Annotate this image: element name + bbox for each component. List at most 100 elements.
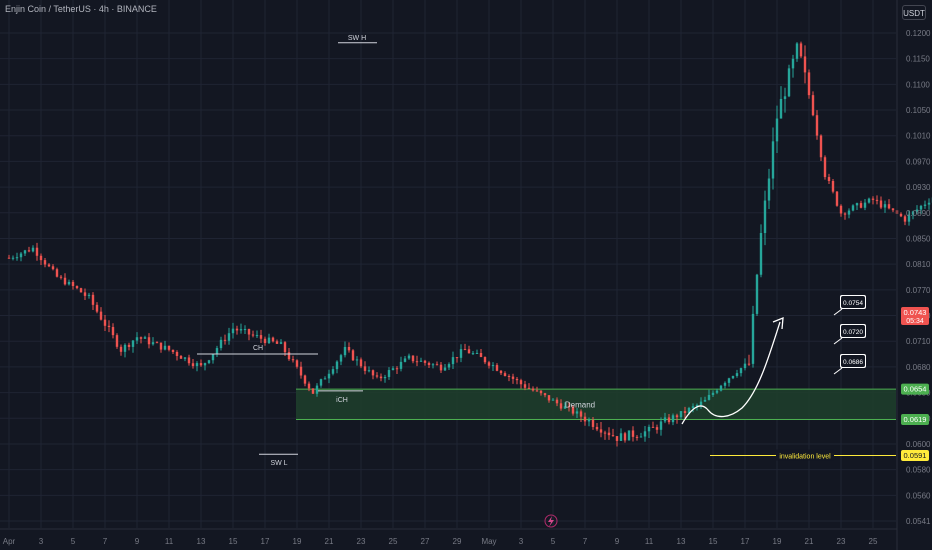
candle: [323, 378, 327, 380]
candle: [343, 346, 347, 356]
candle: [127, 344, 131, 347]
date-tick-label: 19: [293, 537, 302, 546]
candle: [371, 370, 375, 376]
candle: [383, 376, 387, 379]
target-box-inner: [841, 355, 865, 367]
candle: [587, 419, 591, 422]
price-tick-label: 0.0850: [906, 234, 931, 243]
candle: [879, 200, 883, 208]
candle: [927, 202, 931, 205]
target-pointer: [833, 337, 843, 345]
candle: [739, 368, 743, 374]
candle: [187, 357, 191, 364]
candle: [139, 337, 143, 339]
candle: [271, 337, 275, 342]
date-tick-label: 7: [583, 537, 588, 546]
candle: [135, 337, 139, 341]
ich-label: iCH: [336, 397, 348, 404]
candle: [463, 349, 467, 351]
candle: [811, 95, 815, 116]
candle: [847, 210, 851, 215]
candle: [651, 426, 655, 428]
candle: [523, 384, 527, 388]
candle: [491, 365, 495, 367]
currency-button[interactable]: USDT: [902, 5, 926, 20]
date-tick-label: 17: [261, 537, 270, 546]
candle: [899, 213, 903, 217]
candle: [671, 415, 675, 423]
candle: [759, 233, 763, 275]
candle: [479, 352, 483, 358]
candle: [663, 417, 667, 422]
price-axis-label: 0.0591: [901, 450, 929, 462]
candle: [35, 247, 39, 256]
price-tick-label: 0.1010: [906, 132, 931, 141]
candle: [51, 266, 55, 270]
candle: [503, 373, 507, 376]
candle: [267, 337, 271, 344]
target-callout: 0.0686: [833, 354, 866, 375]
candle: [243, 329, 247, 331]
candle: [627, 430, 631, 441]
time-axis[interactable]: Apr 3 5 7 9 11 13 15 17 19 21 23 25 27 29 May 3 5 7 9 11 13 15…: [0, 514, 897, 546]
lightning-icon-ring: [544, 514, 558, 528]
projection-arrowhead: [772, 317, 784, 330]
candle: [279, 342, 283, 344]
candle: [203, 363, 207, 366]
candle: [339, 355, 343, 362]
candle: [787, 68, 791, 97]
candle: [75, 286, 79, 289]
date-tick-label: 9: [615, 537, 620, 546]
candle: [591, 419, 595, 427]
candle: [683, 411, 687, 414]
candle: [871, 198, 875, 200]
price-axis[interactable]: 0.1200 0.1150 0.1100 0.1050 0.1010 0.0970 0.09…: [896, 0, 931, 550]
candle: [507, 375, 511, 377]
target-callout: 0.0720: [833, 324, 866, 345]
candle: [331, 369, 335, 374]
candle: [487, 362, 491, 366]
candle: [395, 368, 399, 370]
candle: [95, 304, 99, 312]
date-tick-label: 25: [869, 537, 878, 546]
candle: [719, 385, 723, 391]
candle: [551, 399, 555, 401]
candle: [775, 118, 779, 142]
candle: [511, 376, 515, 379]
candle: [447, 364, 451, 368]
candle: [315, 385, 319, 394]
date-tick-label: 13: [677, 537, 686, 546]
target-box-inner: [841, 325, 865, 337]
date-tick-label: 21: [325, 537, 334, 546]
candle: [11, 257, 15, 259]
candle: [807, 72, 811, 96]
projection-curve: [681, 321, 781, 425]
candle: [771, 141, 775, 179]
date-tick-label: 23: [357, 537, 366, 546]
candle: [119, 346, 123, 352]
candle: [103, 319, 107, 326]
candle: [287, 352, 291, 360]
price-tick-label: 0.0810: [906, 260, 931, 269]
price-axis-label: 0.0619: [901, 414, 929, 426]
candle: [111, 327, 115, 336]
candle: [843, 213, 847, 215]
candle: [619, 433, 623, 441]
candle: [91, 294, 95, 305]
target-label: 0.0754: [843, 300, 863, 307]
price-tick-label: 0.0600: [906, 440, 931, 449]
price-tick-label: 0.0580: [906, 466, 931, 475]
candle: [303, 375, 307, 384]
candle: [679, 411, 683, 418]
candle: [423, 360, 427, 363]
candle: [427, 362, 431, 366]
candle: [131, 340, 135, 347]
target-callout: 0.0754: [833, 295, 866, 316]
symbol-title: Enjin Coin / TetherUS · 4h · BINANCE: [5, 4, 157, 14]
candle: [915, 209, 919, 212]
price-tick-label: 0.0560: [906, 491, 931, 500]
price-axis-countdown: 05:34: [906, 318, 924, 325]
